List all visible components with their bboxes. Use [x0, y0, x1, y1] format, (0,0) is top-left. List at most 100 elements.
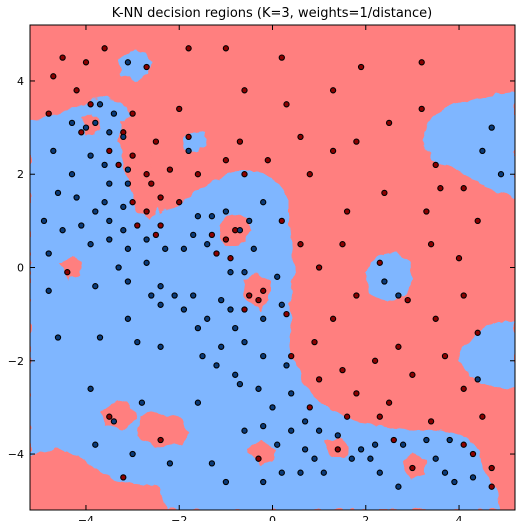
point-blue-58	[218, 296, 225, 304]
point-red-34	[143, 171, 150, 178]
point-blue-1	[96, 101, 104, 108]
point-blue-5	[82, 124, 90, 131]
point-red-22	[185, 133, 192, 141]
point-red-57	[427, 241, 435, 248]
decision-regions-red-islands	[30, 114, 426, 510]
point-blue-79	[232, 371, 239, 378]
point-red-39	[306, 171, 313, 178]
y-tick-label-3: 2	[17, 168, 24, 181]
point-red-26	[418, 105, 425, 113]
point-blue-106	[166, 460, 174, 467]
point-red-87	[385, 399, 393, 406]
point-red-40	[381, 189, 388, 197]
point-blue-31	[260, 199, 267, 206]
point-blue-104	[311, 455, 318, 462]
point-red-46	[176, 199, 183, 206]
point-blue-65	[278, 301, 285, 308]
point-blue-59	[395, 292, 402, 299]
point-blue-76	[260, 352, 267, 360]
point-blue-8	[50, 147, 57, 155]
point-blue-26	[78, 222, 85, 229]
point-red-84	[409, 371, 416, 378]
plot-area	[30, 25, 515, 510]
point-red-15	[283, 101, 290, 108]
point-blue-56	[171, 292, 178, 299]
point-red-71	[283, 310, 290, 318]
point-blue-29	[222, 208, 230, 215]
point-red-70	[246, 292, 253, 299]
point-red-66	[353, 292, 360, 299]
point-red-74	[432, 315, 439, 322]
point-red-100	[409, 464, 416, 472]
point-blue-75	[199, 352, 206, 360]
point-red-53	[208, 231, 216, 239]
y-tick-label-4: 4	[17, 75, 24, 88]
point-blue-23	[92, 208, 99, 215]
point-red-96	[460, 441, 467, 448]
point-blue-77	[283, 362, 290, 369]
point-blue-66	[260, 315, 267, 322]
point-blue-108	[297, 469, 304, 476]
region-blue-center-right	[365, 252, 413, 302]
region-red-bottom-left	[30, 448, 168, 510]
point-blue-85	[194, 399, 202, 406]
point-red-47	[278, 217, 285, 225]
point-blue-90	[260, 422, 267, 430]
point-blue-40	[124, 245, 132, 252]
point-red-68	[460, 292, 467, 299]
point-red-13	[241, 87, 248, 94]
point-red-8	[222, 45, 230, 52]
point-red-58	[474, 217, 481, 225]
point-blue-101	[357, 446, 365, 453]
point-blue-25	[40, 217, 48, 225]
point-red-43	[129, 199, 136, 206]
point-red-99	[334, 446, 341, 453]
point-blue-24	[106, 217, 113, 225]
point-blue-48	[241, 269, 248, 276]
region-red-island-8	[402, 452, 426, 478]
point-blue-46	[115, 264, 122, 271]
point-blue-64	[204, 315, 211, 322]
point-red-25	[353, 138, 360, 145]
point-blue-39	[87, 241, 94, 248]
point-red-78	[395, 343, 402, 350]
point-red-85	[460, 385, 467, 392]
point-blue-27	[194, 213, 202, 220]
point-blue-115	[451, 478, 458, 486]
point-blue-70	[96, 334, 104, 341]
chart-title: K-NN decision regions (K=3, weights=1/di…	[112, 6, 433, 21]
point-blue-99	[92, 441, 99, 448]
x-tick-label-3: 2	[362, 514, 369, 521]
point-blue-33	[59, 227, 66, 234]
point-blue-119	[367, 455, 374, 462]
point-red-21	[152, 138, 160, 145]
point-blue-95	[274, 441, 281, 448]
point-red-0	[50, 73, 57, 80]
point-red-32	[329, 147, 337, 155]
point-blue-98	[423, 436, 430, 444]
point-blue-112	[222, 478, 230, 486]
point-red-92	[479, 413, 486, 420]
point-red-28	[115, 161, 122, 169]
point-blue-32	[120, 227, 127, 234]
point-blue-42	[180, 245, 188, 252]
point-blue-45	[143, 259, 150, 266]
point-blue-28	[208, 213, 216, 220]
x-tick-label-2: 0	[269, 514, 276, 521]
point-red-65	[64, 269, 71, 276]
point-red-80	[371, 357, 379, 364]
point-blue-41	[162, 245, 169, 252]
point-blue-12	[488, 124, 495, 131]
point-red-73	[255, 296, 262, 304]
point-red-30	[222, 157, 230, 164]
point-blue-69	[54, 334, 62, 341]
point-red-72	[241, 306, 248, 313]
point-blue-109	[376, 469, 383, 476]
point-blue-43	[250, 245, 257, 252]
point-red-19	[78, 129, 85, 136]
point-red-35	[148, 180, 155, 187]
point-red-10	[278, 54, 285, 61]
point-blue-91	[315, 427, 323, 434]
point-red-60	[213, 250, 220, 257]
